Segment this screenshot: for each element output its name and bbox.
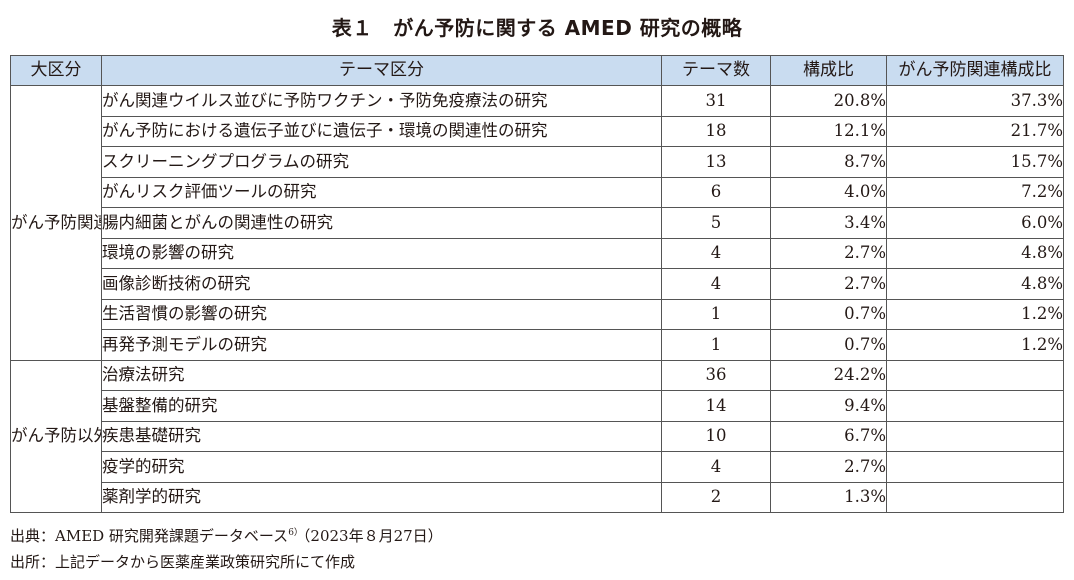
theme-cell: 薬剤学的研究 <box>101 481 662 513</box>
ratio-cell: 2.7% <box>770 237 887 269</box>
header-ratio: 構成比 <box>770 55 887 86</box>
theme-cell: 基盤整備的研究 <box>101 390 662 422</box>
theme-cell: 環境の影響の研究 <box>101 237 662 269</box>
ratio-cell: 8.7% <box>770 146 887 178</box>
table-row: 疾患基礎研究 10 6.7% <box>11 420 1064 452</box>
ratio-cell: 3.4% <box>770 207 887 239</box>
count-cell: 10 <box>661 420 771 452</box>
theme-cell: 腸内細菌とがんの関連性の研究 <box>101 207 662 239</box>
header-theme-count: テーマ数 <box>661 55 771 86</box>
source-footnote: 出典：AMED 研究開発課題データベース6）（2023年８月27日） <box>10 525 443 546</box>
count-cell: 14 <box>661 390 771 422</box>
theme-cell: 生活習慣の影響の研究 <box>101 298 662 330</box>
theme-cell: 再発予測モデルの研究 <box>101 329 662 361</box>
cancer-ratio-cell: 1.2% <box>886 298 1064 330</box>
source-reference-mark: 6） <box>288 528 303 538</box>
header-theme-category: テーマ区分 <box>101 55 662 86</box>
cancer-ratio-cell: 21.7% <box>886 115 1064 147</box>
ratio-cell: 6.7% <box>770 420 887 452</box>
count-cell: 4 <box>661 451 771 483</box>
ratio-cell: 24.2% <box>770 359 887 391</box>
count-cell: 4 <box>661 237 771 269</box>
ratio-cell: 2.7% <box>770 451 887 483</box>
cancer-ratio-cell <box>886 481 1064 513</box>
count-cell: 6 <box>661 176 771 208</box>
ratio-cell: 12.1% <box>770 115 887 147</box>
table-row: がんリスク評価ツールの研究 6 4.0% 7.2% <box>11 176 1064 208</box>
cancer-ratio-cell: 1.2% <box>886 329 1064 361</box>
ratio-cell: 20.8% <box>770 85 887 117</box>
count-cell: 36 <box>661 359 771 391</box>
count-cell: 13 <box>661 146 771 178</box>
cancer-ratio-cell <box>886 451 1064 483</box>
ratio-cell: 9.4% <box>770 390 887 422</box>
source-text: 出典：AMED 研究開発課題データベース <box>10 527 289 545</box>
table-row: がん予防関連 がん関連ウイルス並びに予防ワクチン・予防免疫療法の研究 31 20.8%… <box>10 85 1064 361</box>
ratio-cell: 0.7% <box>770 329 887 361</box>
table-row: がん予防における遺伝子並びに遺伝子・環境の関連性の研究 18 12.1% 21.7% <box>11 115 1064 147</box>
count-cell: 4 <box>661 268 771 300</box>
count-cell: 5 <box>661 207 771 239</box>
count-cell: 31 <box>661 85 771 117</box>
table-body: がん予防関連 がん関連ウイルス並びに予防ワクチン・予防免疫療法の研究 31 20.8%… <box>10 85 1064 513</box>
origin-footnote: 出所：上記データから医薬産業政策研究所にて作成 <box>10 553 356 571</box>
ratio-cell: 4.0% <box>770 176 887 208</box>
table-row: 生活習慣の影響の研究 1 0.7% 1.2% <box>11 298 1064 330</box>
theme-cell: 疾患基礎研究 <box>101 420 662 452</box>
table-row: がん予防以外 治療法研究 36 24.2% <box>10 359 1064 513</box>
ratio-cell: 0.7% <box>770 298 887 330</box>
table-title: 表１ がん予防に関する AMED 研究の概略 <box>331 16 743 40</box>
theme-cell: がん関連ウイルス並びに予防ワクチン・予防免疫療法の研究 <box>101 85 662 117</box>
ratio-cell: 2.7% <box>770 268 887 300</box>
count-cell: 1 <box>661 298 771 330</box>
cancer-ratio-cell: 4.8% <box>886 268 1064 300</box>
count-cell: 18 <box>661 115 771 147</box>
cancer-ratio-cell <box>886 359 1064 391</box>
theme-cell: スクリーニングプログラムの研究 <box>101 146 662 178</box>
cancer-ratio-cell: 7.2% <box>886 176 1064 208</box>
count-cell: 1 <box>661 329 771 361</box>
cancer-ratio-cell: 6.0% <box>886 207 1064 239</box>
cancer-ratio-cell: 4.8% <box>886 237 1064 269</box>
table-row: 腸内細菌とがんの関連性の研究 5 3.4% 6.0% <box>11 207 1064 239</box>
source-date: （2023年８月27日） <box>302 527 443 545</box>
table-row: 薬剤学的研究 2 1.3% <box>11 481 1064 513</box>
theme-cell: 疫学的研究 <box>101 451 662 483</box>
theme-cell: 画像診断技術の研究 <box>101 268 662 300</box>
header-cancer-prevention-ratio: がん予防関連構成比 <box>886 55 1064 86</box>
cancer-ratio-cell <box>886 390 1064 422</box>
table-row: 環境の影響の研究 4 2.7% 4.8% <box>11 237 1064 269</box>
table-row: 基盤整備的研究 14 9.4% <box>11 390 1064 422</box>
table-row: 再発予測モデルの研究 1 0.7% 1.2% <box>11 329 1064 361</box>
ratio-cell: 1.3% <box>770 481 887 513</box>
table-row: 画像診断技術の研究 4 2.7% 4.8% <box>11 268 1064 300</box>
table-row: 疫学的研究 4 2.7% <box>11 451 1064 483</box>
theme-cell: 治療法研究 <box>101 359 662 391</box>
major-category-cell: がん予防関連 <box>10 85 102 361</box>
cancer-ratio-cell: 37.3% <box>886 85 1064 117</box>
table-header-row: 大区分 テーマ区分 テーマ数 構成比 がん予防関連構成比 <box>10 55 1064 86</box>
theme-cell: がんリスク評価ツールの研究 <box>101 176 662 208</box>
cancer-ratio-cell <box>886 420 1064 452</box>
theme-cell: がん予防における遺伝子並びに遺伝子・環境の関連性の研究 <box>101 115 662 147</box>
count-cell: 2 <box>661 481 771 513</box>
table-row: スクリーニングプログラムの研究 13 8.7% 15.7% <box>11 146 1064 178</box>
research-summary-table: 大区分 テーマ区分 テーマ数 構成比 がん予防関連構成比 がん予防関連 がん関連ウ… <box>10 55 1064 513</box>
header-major-category: 大区分 <box>10 55 102 86</box>
major-category-cell: がん予防以外 <box>10 359 102 513</box>
cancer-ratio-cell: 15.7% <box>886 146 1064 178</box>
